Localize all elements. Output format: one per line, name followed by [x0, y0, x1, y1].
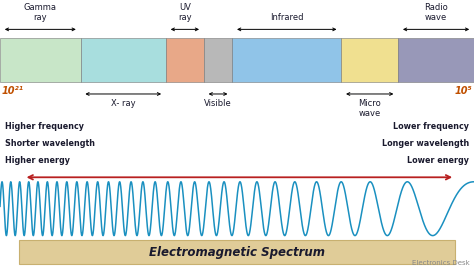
Text: Gamma
ray: Gamma ray: [24, 3, 57, 22]
Text: UV
ray: UV ray: [178, 3, 191, 22]
Text: Micro
wave: Micro wave: [358, 99, 381, 118]
Bar: [81, 38, 166, 82]
Bar: [166, 38, 204, 82]
Bar: [204, 38, 232, 82]
Text: Electronics Desk: Electronics Desk: [411, 260, 469, 266]
Text: Longer wavelength: Longer wavelength: [382, 139, 469, 148]
Bar: [0, 38, 81, 82]
Text: Radio
wave: Radio wave: [424, 3, 448, 22]
Text: Infrared: Infrared: [270, 13, 303, 22]
Text: X- ray: X- ray: [111, 99, 136, 108]
Text: 10²¹: 10²¹: [1, 86, 23, 96]
Text: Higher frequency: Higher frequency: [5, 122, 84, 131]
Bar: [341, 38, 398, 82]
Bar: [232, 38, 341, 82]
Text: Electromagnetic Spectrum: Electromagnetic Spectrum: [149, 246, 325, 258]
Text: Lower energy: Lower energy: [407, 156, 469, 165]
Text: Lower frequency: Lower frequency: [393, 122, 469, 131]
Text: 10⁵: 10⁵: [455, 86, 473, 96]
Text: Shorter wavelength: Shorter wavelength: [5, 139, 95, 148]
Text: Visible: Visible: [204, 99, 232, 108]
Bar: [398, 38, 474, 82]
Text: Higher energy: Higher energy: [5, 156, 70, 165]
Bar: [19, 240, 455, 264]
